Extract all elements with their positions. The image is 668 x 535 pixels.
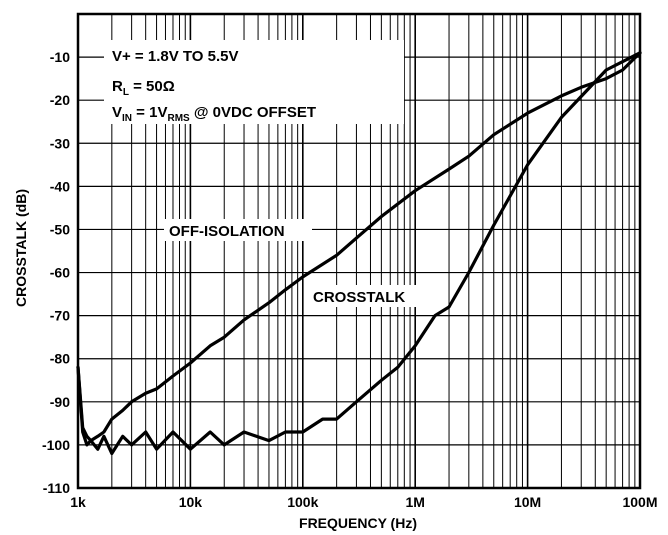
off-isolation-label-bg [164,219,312,241]
y-tick-label: -60 [50,265,70,281]
annotation-supply: V+ = 1.8V TO 5.5V [112,48,238,65]
series-line-off-isolation [76,51,642,443]
y-tick-label: -100 [42,437,70,453]
y-axis-title: CROSSTALK (dB) [13,189,29,307]
y-tick-label: -90 [50,394,70,410]
x-tick-label: 10k [179,494,203,510]
y-tick-label: -70 [50,308,70,324]
series-lines [76,51,642,456]
x-tick-label: 100M [622,494,657,510]
x-tick-label: 1M [405,494,424,510]
off-isolation-label: OFF-ISOLATION [169,223,285,240]
crosstalk-label-bg [308,285,428,307]
crosstalk-label: CROSSTALK [313,289,405,306]
y-tick-label: -20 [50,92,70,108]
y-tick-label: -40 [50,178,70,194]
tick-labels: 1k 10k 100k 1M 10M 100M -10 -20 -30 -40 -50 -60 -70 -… [42,49,658,510]
annotation-box-bg [104,40,404,124]
series-line-crosstalk [76,51,642,456]
plot-frame [76,12,642,490]
y-tick-label: -10 [50,49,70,65]
y-tick-label: -80 [50,351,70,367]
y-tick-label: -30 [50,135,70,151]
x-tick-label: 100k [287,494,318,510]
annotation-input: VIN = 1VRMS @ 0VDC OFFSET [112,104,316,124]
x-tick-label: 10M [514,494,541,510]
x-axis-title: FREQUENCY (Hz) [299,515,417,531]
y-tick-label: -110 [43,480,70,496]
y-tick-label: -50 [50,221,70,237]
x-tick-label: 1k [70,494,86,510]
annotation-load: RL = 50Ω [112,78,175,98]
